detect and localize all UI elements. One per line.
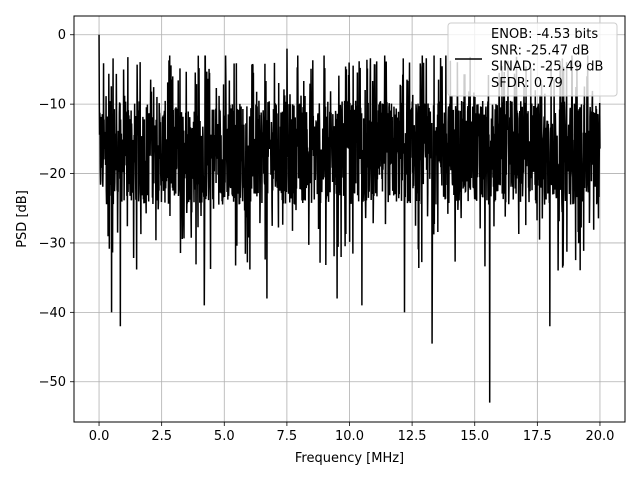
x-tick-label: 10.0 bbox=[335, 429, 364, 444]
legend: ENOB: -4.53 bits SNR: -25.47 dB SINAD: -25… bbox=[447, 22, 618, 97]
x-tick-label: 7.5 bbox=[277, 429, 298, 444]
y-tick-label: −40 bbox=[39, 306, 66, 321]
y-tick-label: −20 bbox=[39, 167, 66, 182]
x-axis-ticks: 0.0 2.5 5.0 7.5 10.0 12.5 15.0 17.5 20.0 bbox=[89, 422, 614, 444]
legend-entry: ENOB: -4.53 bits SNR: -25.47 dB SINAD: -25… bbox=[491, 27, 603, 91]
y-tick-label: −50 bbox=[39, 375, 66, 390]
legend-box bbox=[447, 22, 618, 97]
x-tick-label: 2.5 bbox=[151, 429, 172, 444]
x-axis-label: Frequency [MHz] bbox=[295, 451, 404, 466]
x-tick-label: 0.0 bbox=[89, 429, 110, 444]
x-tick-label: 15.0 bbox=[460, 429, 489, 444]
y-axis-label: PSD [dB] bbox=[15, 190, 30, 248]
x-tick-label: 5.0 bbox=[214, 429, 235, 444]
x-tick-label: 12.5 bbox=[398, 429, 427, 444]
x-tick-label: 17.5 bbox=[523, 429, 552, 444]
y-tick-label: 0 bbox=[58, 28, 66, 43]
x-tick-label: 20.0 bbox=[585, 429, 614, 444]
y-tick-label: −30 bbox=[39, 236, 66, 251]
y-axis-ticks: 0 −10 −20 −30 −40 −50 bbox=[39, 28, 74, 390]
y-tick-label: −10 bbox=[39, 98, 66, 113]
